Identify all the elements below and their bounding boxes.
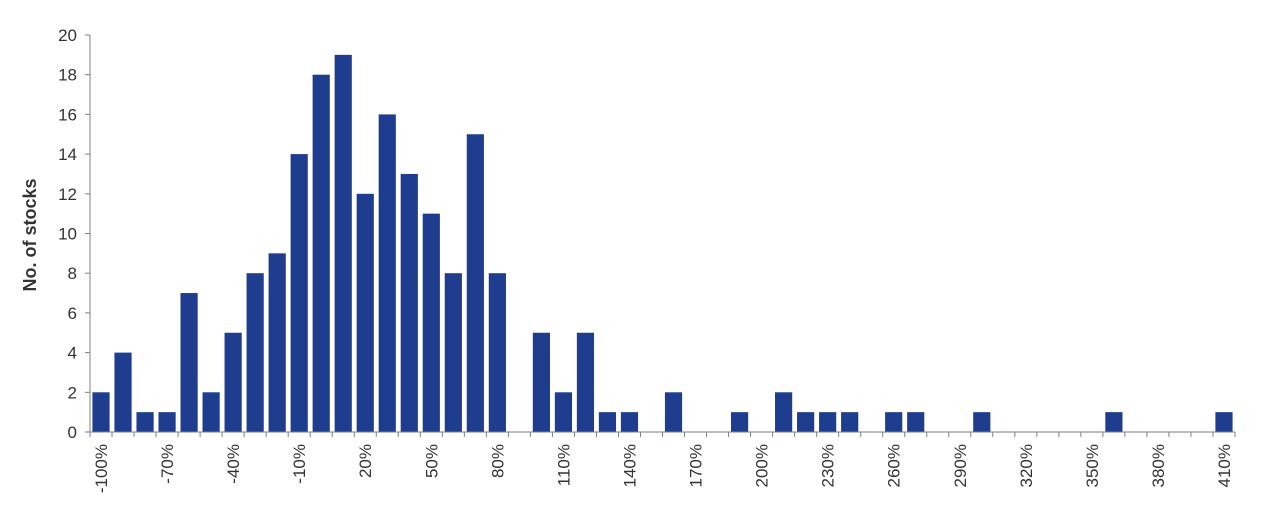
x-tick-label: 200% xyxy=(753,444,772,487)
bar xyxy=(797,412,815,432)
x-tick-label: 260% xyxy=(885,444,904,487)
x-tick-label: 170% xyxy=(687,444,706,487)
x-tick-label: 380% xyxy=(1149,444,1168,487)
bar xyxy=(224,332,242,432)
x-tick-label: 80% xyxy=(488,444,507,478)
x-tick-label: 140% xyxy=(620,444,639,487)
y-ticks-group: 0 2 4 6 8 10 12 14 16 18 20 xyxy=(58,26,90,442)
x-tick-label: 110% xyxy=(554,444,573,486)
bar xyxy=(378,114,396,433)
x-tick-label: -10% xyxy=(290,444,309,484)
bar xyxy=(554,392,573,432)
x-tick-label: -70% xyxy=(158,444,177,484)
bar xyxy=(202,392,220,432)
y-tick-label: 18 xyxy=(58,66,77,85)
y-tick-label: 6 xyxy=(68,304,77,323)
bar xyxy=(576,332,595,432)
bar xyxy=(158,412,176,432)
bar xyxy=(1215,412,1233,432)
bar xyxy=(422,213,440,432)
y-tick-label: 20 xyxy=(58,26,77,45)
bar xyxy=(180,293,198,432)
bar xyxy=(114,352,132,432)
y-tick-label: 4 xyxy=(68,344,77,363)
bar xyxy=(620,412,639,432)
x-ticks-group: -100% -70% -40% -10% 20% 50% 80% 110% 140% 170% 20… xyxy=(89,432,1236,493)
bar xyxy=(819,412,837,432)
y-tick-label: 2 xyxy=(68,383,77,402)
bar xyxy=(356,193,374,432)
bar xyxy=(246,273,264,432)
x-tick-label: 320% xyxy=(1017,444,1036,487)
x-tick-label: 230% xyxy=(819,444,838,487)
bar xyxy=(466,134,484,432)
y-tick-label: 14 xyxy=(58,145,77,164)
bar xyxy=(775,392,793,432)
bar xyxy=(290,154,308,432)
bar xyxy=(92,392,110,432)
bar xyxy=(598,412,617,432)
x-tick-label: -40% xyxy=(224,444,243,484)
bar xyxy=(532,332,550,432)
y-tick-label: 8 xyxy=(68,264,77,283)
x-tick-label: -100% xyxy=(92,444,111,493)
bar xyxy=(400,173,418,432)
y-axis-label: No. of stocks xyxy=(20,178,40,291)
bar xyxy=(907,412,925,432)
bar xyxy=(664,392,683,432)
y-tick-label: 0 xyxy=(68,423,77,442)
bar xyxy=(885,412,903,432)
bar xyxy=(334,54,352,432)
x-tick-label: 410% xyxy=(1215,444,1234,487)
bar xyxy=(973,412,991,432)
x-tick-label: 350% xyxy=(1083,444,1102,487)
bar xyxy=(841,412,859,432)
bars-group xyxy=(92,54,1233,433)
x-tick-label: 20% xyxy=(356,444,375,478)
bar xyxy=(268,253,286,432)
bar xyxy=(1105,412,1123,432)
bar xyxy=(312,74,330,432)
y-tick-label: 10 xyxy=(58,225,77,244)
bar xyxy=(444,273,462,432)
bar xyxy=(488,273,506,432)
x-tick-label: 50% xyxy=(422,444,441,478)
y-tick-label: 16 xyxy=(58,105,77,124)
bar xyxy=(136,412,154,432)
bar xyxy=(730,412,749,432)
x-tick-label: 290% xyxy=(951,444,970,487)
y-tick-label: 12 xyxy=(58,185,77,204)
